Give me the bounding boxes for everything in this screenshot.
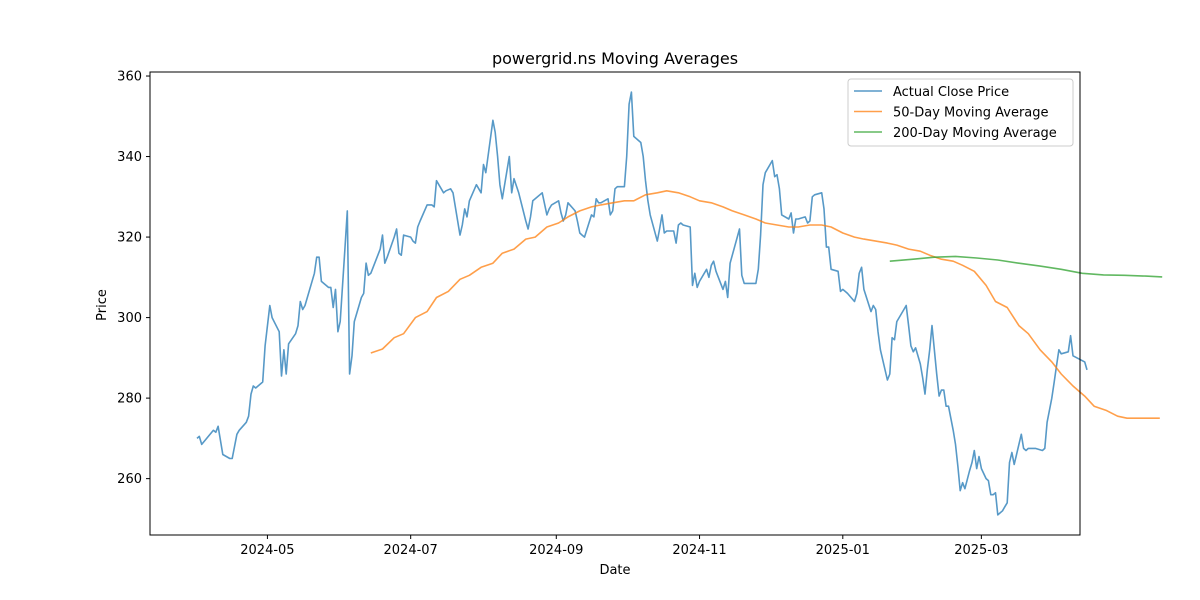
legend-label-3: 200-Day Moving Average [893,126,1057,141]
x-tick-label: 2024-05 [240,543,294,558]
x-tick-label: 2025-01 [816,543,870,558]
x-tick-label: 2024-11 [672,543,726,558]
y-tick-label: 260 [117,472,142,487]
x-tick-label: 2024-09 [529,543,583,558]
x-axis: 2024-05 2024-07 2024-09 2024-11 2025-01 2025-… [240,535,1009,558]
legend-label-2: 50-Day Moving Average [893,106,1049,121]
series-layer [196,91,1163,516]
legend-label-1: Actual Close Price [893,85,1009,100]
series-line-2 [370,190,1160,420]
legend-box [847,78,1074,147]
series-line-1 [196,91,1088,516]
y-tick-label: 340 [117,150,142,165]
plot-frame [149,71,1081,536]
y-axis-label: Price [95,289,110,321]
y-tick-label: 320 [117,231,142,246]
y-tick-label: 280 [117,392,142,407]
y-tick-label: 300 [117,311,142,326]
legend: Actual Close Price 50-Day Moving Average 2… [847,78,1074,147]
x-tick-label: 2024-07 [384,543,438,558]
y-tick-label: 360 [117,70,142,85]
y-axis: 260 280 300 320 340 360 [117,70,150,487]
x-tick-label: 2025-03 [954,543,1008,558]
chart-title: powergrid.ns Moving Averages [492,49,738,68]
series-line-3 [889,255,1163,278]
x-axis-label: Date [599,563,630,578]
